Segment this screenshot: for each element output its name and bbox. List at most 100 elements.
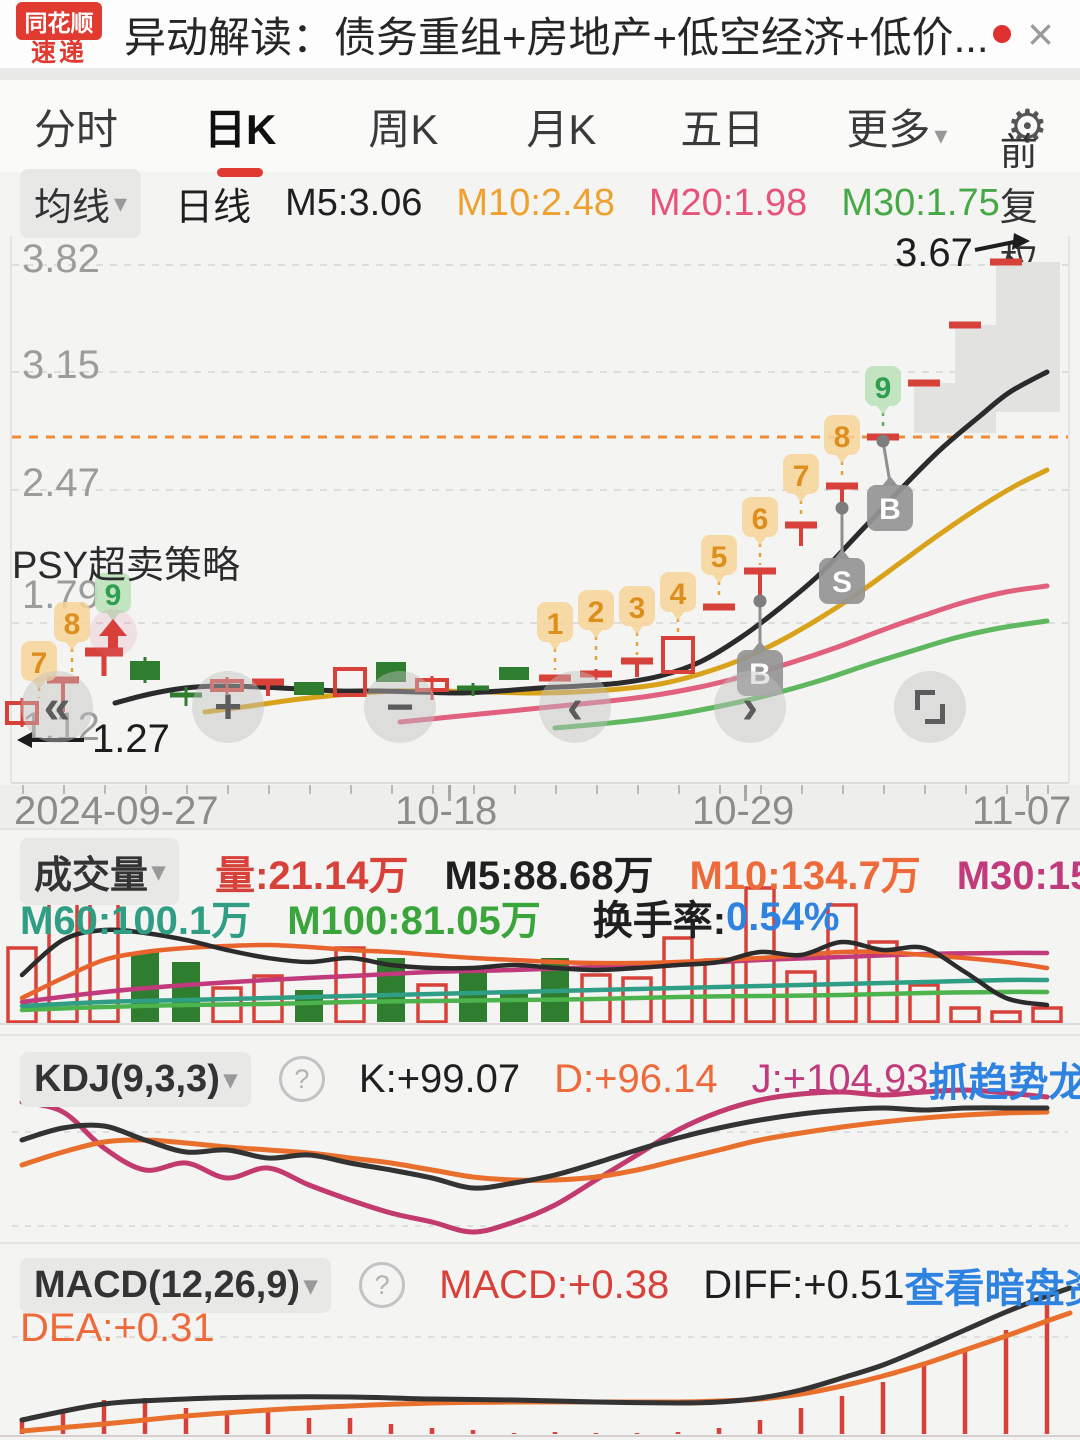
axis-tick (268, 785, 270, 794)
svg-text:9: 9 (105, 579, 122, 612)
axis-major-tick (1026, 785, 1029, 801)
minus-icon: − (385, 680, 415, 734)
kdj-header: KDJ(9,3,3) ▾ ? K:+99.07 D:+96.14 J:+104.9… (0, 1050, 1080, 1108)
macd-value: MACD:+0.38 (439, 1262, 670, 1307)
tab-more[interactable]: 更多 ▾ (846, 105, 948, 153)
axis-tick (842, 785, 844, 794)
volume-header-line2: M60:100.1万 M100:81.05万 换手率: 0.54% (0, 888, 1080, 946)
vol-ma10-value: M10:134.7万 (689, 853, 921, 898)
kdj-k-value: K:+99.07 (358, 1056, 521, 1101)
axis-tick (637, 785, 639, 794)
volume-selector[interactable]: 成交量 ▾ (20, 838, 180, 905)
period-tabs: 分时 日K 周K 月K 五日 更多 ▾ ⚙ (0, 80, 1080, 177)
axis-tick (309, 785, 311, 794)
chevron-down-icon: ▾ (304, 1269, 318, 1300)
ma-indicator-bar: 均线 ▾ 日线 M5:3.06 M10:2.48 M20:1.98 M30:1.7… (0, 132, 1080, 284)
help-icon[interactable]: ? (278, 1056, 325, 1102)
chevron-down-icon: ▾ (223, 1063, 237, 1094)
date-label: 10-18 (395, 789, 498, 833)
svg-text:3.15: 3.15 (22, 343, 100, 387)
gear-icon[interactable]: ⚙ (1006, 100, 1048, 152)
svg-text:8: 8 (64, 608, 81, 641)
axis-tick (473, 785, 475, 794)
volume-chart-svg[interactable] (0, 830, 1080, 1032)
fullscreen-icon (915, 690, 935, 710)
fullscreen-button[interactable] (894, 671, 966, 743)
step-backward-button[interactable]: ‹ (539, 671, 611, 743)
axis-tick (391, 785, 393, 794)
tab-five-day[interactable]: 五日 (680, 105, 765, 153)
axis-tick (350, 785, 352, 794)
svg-text:8: 8 (834, 421, 851, 454)
fast-backward-icon: « (43, 680, 71, 734)
axis-major-tick (448, 785, 451, 801)
svg-text:1: 1 (547, 608, 564, 641)
kdj-chart-svg[interactable] (0, 1040, 1080, 1240)
step-forward-button[interactable]: › (714, 671, 786, 743)
pane-separator (0, 1242, 1080, 1244)
logo-mark: 同花顺 (16, 1, 102, 40)
axis-tick (432, 785, 434, 794)
axis-tick (22, 785, 24, 794)
tab-daily-k[interactable]: 日K (204, 96, 276, 177)
axis-tick (555, 785, 557, 794)
trend-leader-link[interactable]: 抓趋势龙头> (928, 1061, 1080, 1105)
banner-title: 异动解读：债务重组+房地产+低空经济+低价... (124, 13, 989, 61)
tab-weekly-k[interactable]: 周K (368, 105, 439, 153)
pane-separator (0, 828, 1080, 830)
date-label: 10-29 (692, 789, 795, 833)
help-icon[interactable]: ? (359, 1262, 406, 1308)
ma-selector[interactable]: 均线 ▾ (20, 168, 142, 238)
tab-monthly-k[interactable]: 月K (526, 105, 597, 153)
app-logo: 同花顺 速递 (16, 1, 102, 67)
ma30-value: M30:1.75 (841, 181, 1000, 224)
axis-tick (1006, 785, 1008, 794)
chevron-down-icon: ▾ (114, 187, 128, 218)
svg-text:9: 9 (875, 372, 892, 405)
diff-value: DIFF:+0.51 (703, 1262, 905, 1307)
svg-text:5: 5 (711, 541, 728, 574)
fast-backward-button[interactable]: « (21, 671, 93, 743)
zoom-in-button[interactable]: + (192, 671, 264, 743)
period-label: 日线 (175, 186, 252, 229)
macd-selector[interactable]: MACD(12,26,9) ▾ (20, 1257, 332, 1313)
kdj-selector[interactable]: KDJ(9,3,3) ▾ (20, 1051, 251, 1107)
dea-value: DEA:+0.31 (20, 1306, 215, 1350)
axis-tick (965, 785, 967, 794)
svg-text:S: S (832, 566, 852, 599)
macd-chart-svg[interactable] (0, 1245, 1080, 1440)
notification-banner[interactable]: 同花顺 速递 异动解读：债务重组+房地产+低空经济+低价... × (0, 0, 1080, 68)
svg-text:PSY超卖策略: PSY超卖策略 (12, 545, 240, 587)
axis-tick (186, 785, 188, 794)
chevron-down-icon: ▾ (934, 119, 948, 150)
axis-tick (883, 785, 885, 794)
axis-tick (924, 785, 926, 794)
axis-tick (104, 785, 106, 794)
date-label: 2024-09-27 (14, 789, 219, 833)
kdj-d-value: D:+96.14 (554, 1056, 718, 1101)
vol-ma5-value: M5:88.68万 (444, 853, 654, 898)
macd-header: MACD(12,26,9) ▾ ? MACD:+0.38 DIFF:+0.51 查… (0, 1256, 1080, 1314)
unread-dot-icon (992, 25, 1011, 43)
separator-band (0, 68, 1080, 80)
svg-text:6: 6 (752, 503, 769, 536)
logo-subtitle: 速递 (30, 38, 87, 67)
svg-text:1.27: 1.27 (92, 717, 170, 761)
svg-text:B: B (879, 493, 901, 526)
svg-text:7: 7 (793, 460, 810, 493)
chevron-right-icon: › (742, 680, 758, 734)
date-label: 11-07 (972, 789, 1072, 833)
ma10-value: M10:2.48 (456, 181, 615, 224)
pane-separator (0, 1034, 1080, 1036)
zoom-out-button[interactable]: − (364, 671, 436, 743)
axis-tick (719, 785, 721, 794)
axis-tick (514, 785, 516, 794)
axis-tick (801, 785, 803, 794)
axis-tick (145, 785, 147, 794)
ma20-value: M20:1.98 (648, 181, 808, 224)
dark-pool-link[interactable]: 查看暗盘资金 (904, 1267, 1080, 1311)
close-icon[interactable]: × (1027, 8, 1054, 60)
vol-ma60-value: M60:100.1万 (20, 899, 252, 943)
tab-fenshi[interactable]: 分时 (34, 105, 119, 153)
